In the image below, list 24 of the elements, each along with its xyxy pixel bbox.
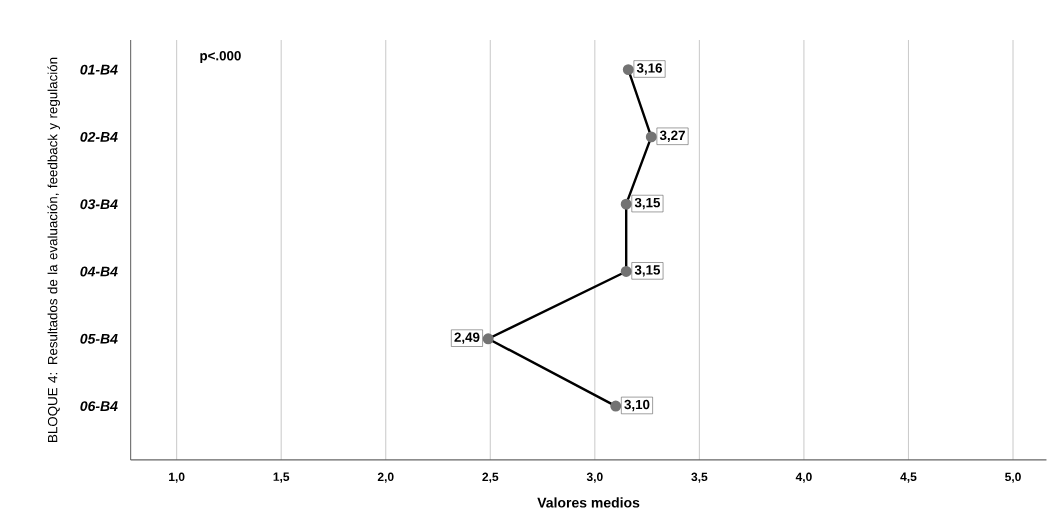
x-tick-label: 3,5 <box>691 472 708 483</box>
x-tick-label: 3,0 <box>586 472 603 483</box>
x-axis-title: Valores medios <box>537 497 640 508</box>
y-tick-label: 02-B4 <box>80 132 118 142</box>
y-axis-title: BLOQUE 4: Resultados de la evaluación, feedback y regulación <box>47 57 60 442</box>
y-tick-label: 06-B4 <box>80 401 118 412</box>
x-tick-label: 1,5 <box>273 472 290 483</box>
y-tick-label: 05-B4 <box>80 333 118 344</box>
x-tick-label: 4,5 <box>900 472 917 483</box>
annotation: p<.000 <box>200 51 241 64</box>
x-tick-label: 2,0 <box>377 472 394 483</box>
x-tick-label: 2,5 <box>482 472 499 483</box>
y-tick-label: 04-B4 <box>80 266 118 277</box>
y-tick-label: 03-B4 <box>80 199 118 210</box>
data-label: 3,15 <box>634 265 661 277</box>
x-tick-label: 4,0 <box>795 472 812 483</box>
data-label: 2,49 <box>454 332 480 344</box>
data-label: 3,16 <box>636 63 663 75</box>
data-label: 3,27 <box>659 130 685 143</box>
x-tick-label: 5,0 <box>1005 472 1021 483</box>
data-label: 3,10 <box>624 399 650 412</box>
data-label: 3,15 <box>634 197 661 210</box>
x-tick-label: 1,0 <box>169 472 185 483</box>
y-tick-label: 01-B4 <box>80 64 118 75</box>
